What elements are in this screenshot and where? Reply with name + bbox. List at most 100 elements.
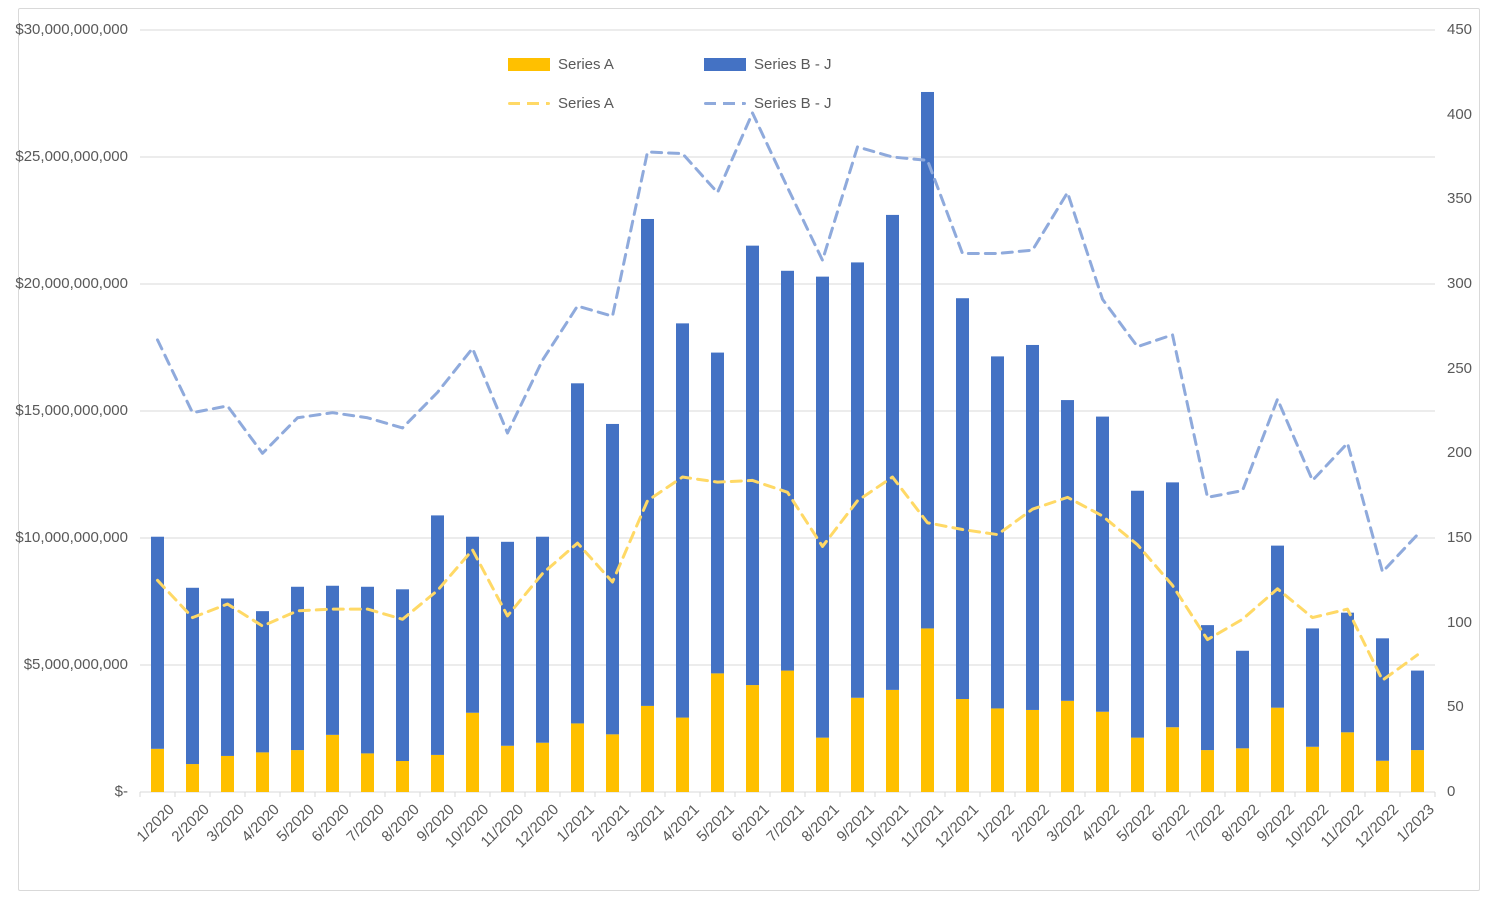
bar-series-a [1341,732,1354,792]
legend-label: Series B - J [754,55,832,73]
bar-series-b-j [781,270,794,671]
bar-series-a [746,685,759,792]
bar-series-b-j [1376,638,1389,761]
y-axis-label-right: 150 [1447,529,1473,546]
bar-series-b-j [886,214,899,690]
y-axis-label-left: $25,000,000,000 [15,148,128,165]
bar-series-a [1096,711,1109,792]
bar-series-a [501,745,514,792]
bar-series-a [1131,737,1144,792]
bar-series-b-j [816,276,829,738]
bar-series-b-j [326,585,339,735]
bar-series-b-j [186,587,199,765]
bar-series-a [851,697,864,792]
bar-series-b-j [291,586,304,751]
y-axis-label-left: $30,000,000,000 [15,21,128,38]
legend-label: Series A [558,94,614,112]
bar-series-b-j [1096,416,1109,712]
bar-series-a [536,742,549,792]
line-series-a [156,475,1419,682]
bar-series-a [466,712,479,792]
bar-series-b-j [221,598,234,756]
bar-series-a [886,689,899,792]
y-axis-label-left: $20,000,000,000 [15,275,128,292]
y-axis-label-right: 100 [1447,613,1473,631]
bar-series-b-j [466,536,479,713]
bar-series-b-j [851,262,864,698]
bar-series-b-j [676,323,689,718]
y-axis-label-right: 250 [1447,359,1473,377]
bar-series-a [256,752,269,792]
bar-series-a [1201,750,1214,792]
bar-series-a [326,734,339,792]
bar-series-a [641,705,654,792]
bar-series-a [781,670,794,792]
legend-dashed-line-swatch [508,101,550,105]
bar-series-b-j [1131,490,1144,738]
bar-series-a [711,673,724,792]
y-axis-label-right: 0 [1447,783,1456,800]
bar-series-b-j [1411,670,1424,751]
bar-series-b-j [1026,344,1039,710]
bar-series-b-j [501,541,514,746]
bar-series-b-j [256,611,269,753]
y-axis-label-right: 400 [1447,105,1473,123]
bar-series-b-j [921,91,934,629]
bar-series-a [1061,700,1074,792]
bar-series-b-j [746,245,759,686]
legend-item-bar-series-a: Series A [508,55,614,73]
bar-series-a [921,628,934,792]
bar-series-b-j [956,298,969,700]
y-axis-label-left: $15,000,000,000 [15,402,128,419]
bar-series-b-j [1201,625,1214,751]
bar-series-a [1236,748,1249,792]
legend-bar-swatch [704,57,746,71]
bar-series-a [431,754,444,792]
bar-series-b-j [991,356,1004,709]
legend-label: Series A [558,55,614,73]
bar-series-b-j [361,586,374,754]
y-axis-label-left: $- [114,783,128,800]
bar-series-b-j [1271,545,1284,708]
bar-series-a [571,723,584,792]
bar-series-a [1026,709,1039,792]
bar-series-b-j [641,218,654,706]
bar-series-b-j [536,536,549,743]
bar-series-a [151,748,164,792]
y-axis-label-left: $5,000,000,000 [23,656,128,673]
chart-border [18,8,1480,891]
y-axis-label-right: 300 [1447,275,1473,292]
bar-series-b-j [1236,650,1249,749]
bar-series-a [816,737,829,792]
bar-series-a [361,753,374,792]
legend-dashed-line-swatch [704,101,746,105]
bar-series-a [186,764,199,792]
bar-series-a [1306,746,1319,792]
bar-series-a [1166,727,1179,792]
legend-item-bar-series-b-j: Series B - J [704,55,832,73]
bar-series-a [1411,750,1424,792]
bar-series-b-j [1061,400,1074,701]
legend-item-line-series-b-j: Series B - J [704,94,832,112]
y-axis-label-left: $10,000,000,000 [15,529,128,546]
bar-series-a [221,755,234,792]
legend-label: Series B - J [754,94,832,112]
bar-series-b-j [1306,628,1319,747]
bar-series-a [676,717,689,792]
bar-series-a [291,750,304,792]
y-axis-label-right: 50 [1447,698,1464,716]
legend-bar-swatch [508,57,550,71]
bar-series-b-j [1166,482,1179,728]
bar-series-a [956,699,969,792]
bar-series-a [1271,707,1284,792]
y-axis-label-right: 350 [1447,190,1473,208]
legend-item-line-series-a: Series A [508,94,614,112]
bar-series-b-j [151,536,164,749]
y-axis-label-right: 450 [1447,21,1473,38]
bar-series-b-j [396,589,409,762]
bar-series-a [396,761,409,792]
bar-series-a [1376,760,1389,792]
bar-series-b-j [571,383,584,724]
bar-series-b-j [431,515,444,755]
